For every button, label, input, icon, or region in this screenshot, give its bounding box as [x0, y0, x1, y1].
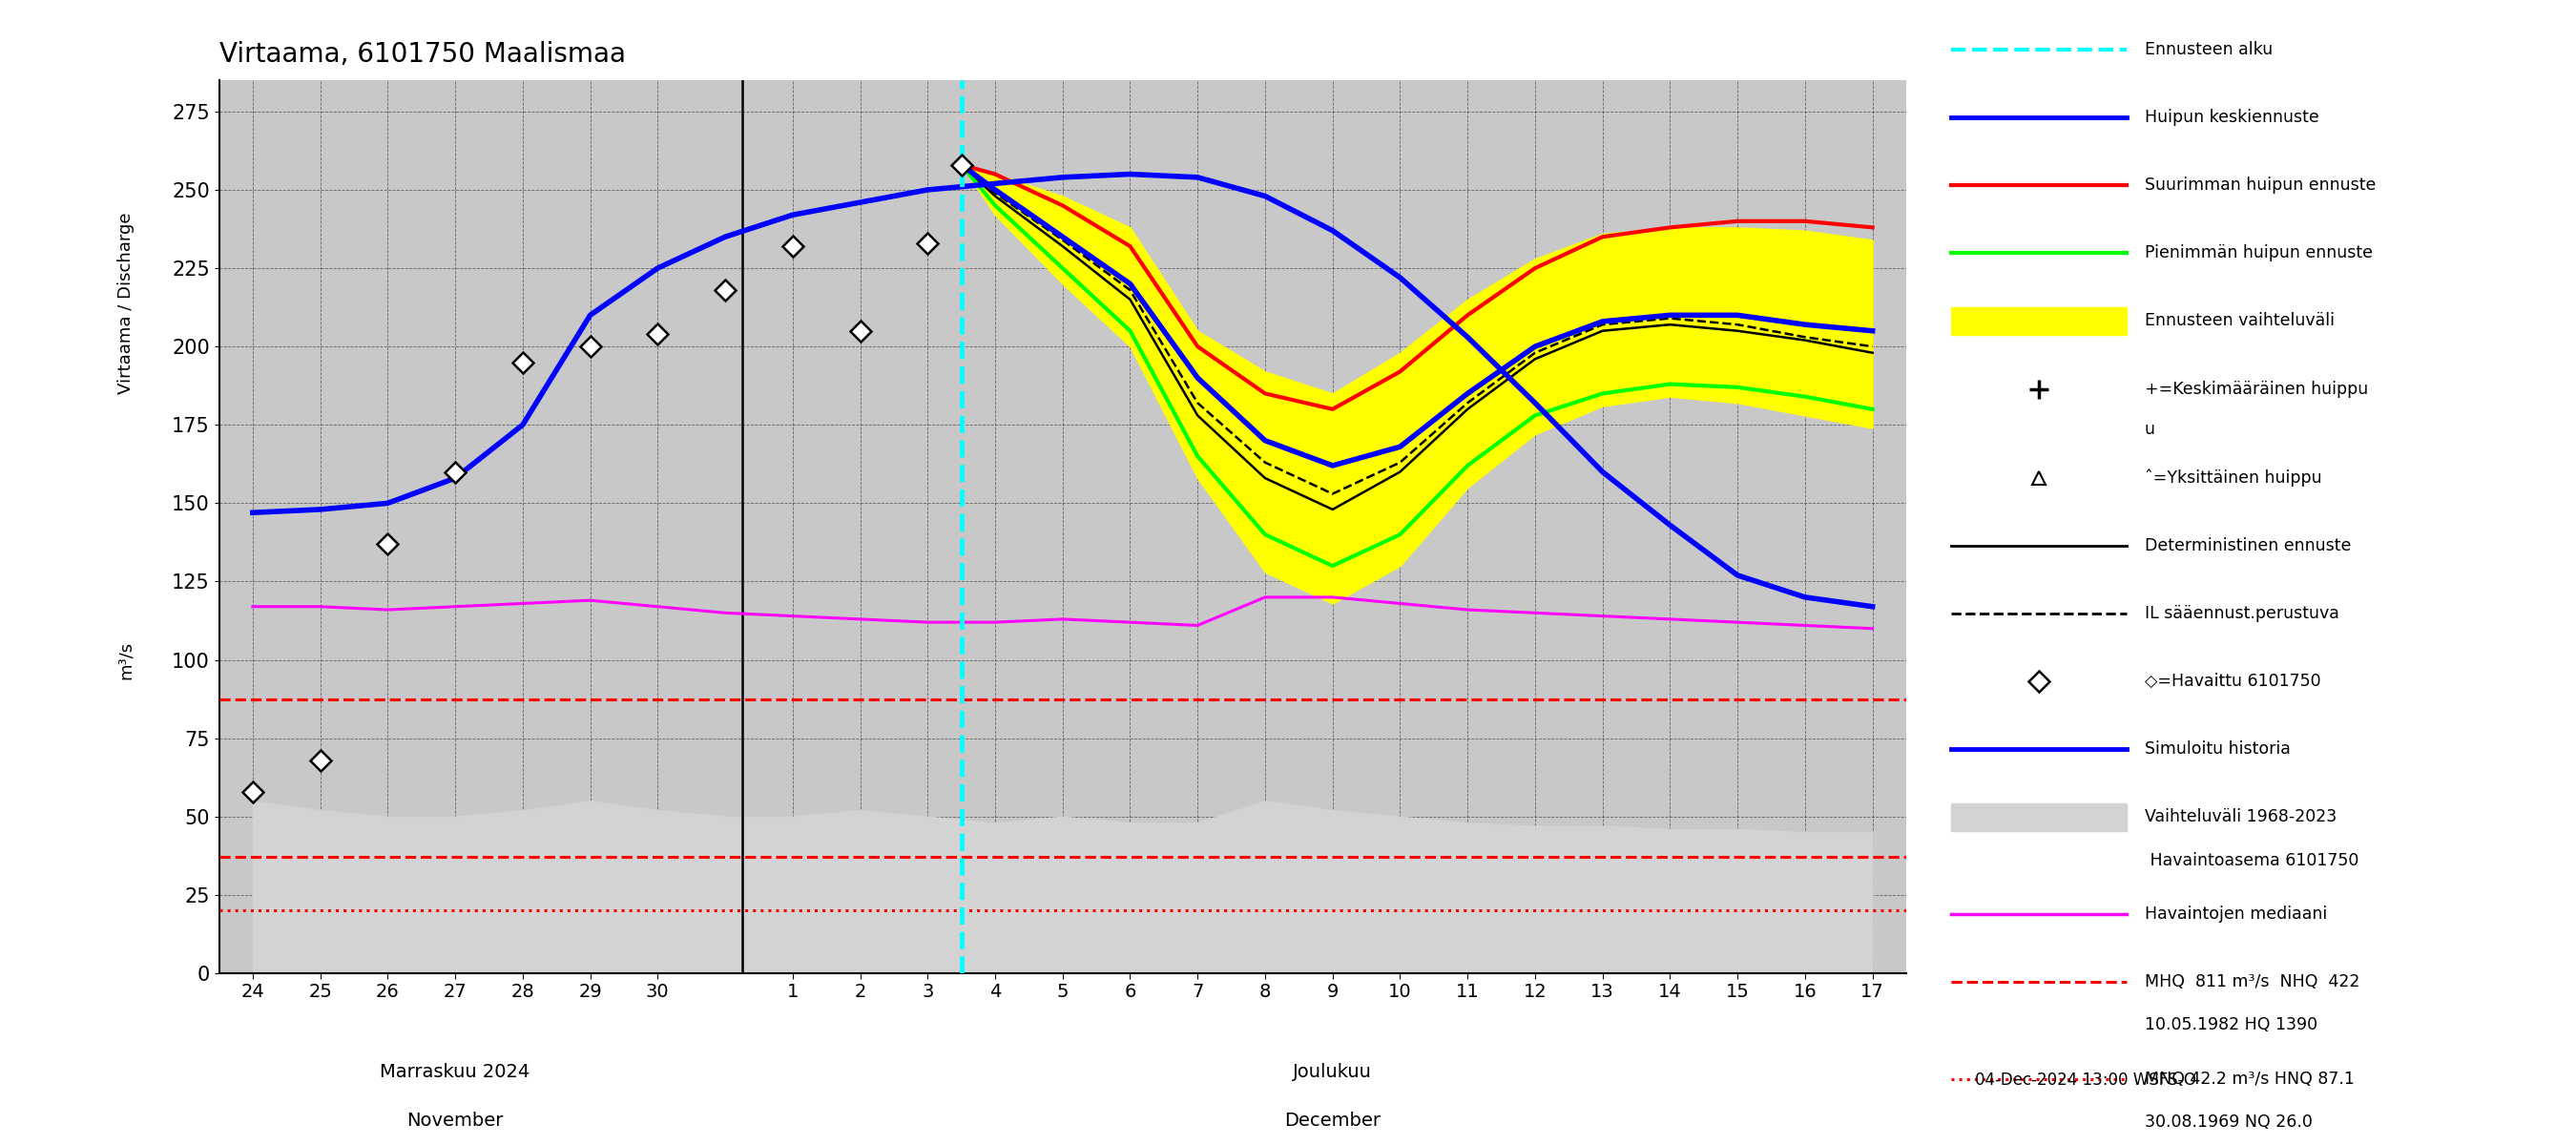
Text: 04-Dec-2024 13:00 WSFS-O: 04-Dec-2024 13:00 WSFS-O — [1976, 1072, 2197, 1089]
Text: Deterministinen ennuste: Deterministinen ennuste — [2146, 537, 2352, 554]
Text: Vaihteluväli 1968-2023: Vaihteluväli 1968-2023 — [2146, 808, 2336, 826]
Text: Joulukuu: Joulukuu — [1293, 1063, 1373, 1081]
Text: Suurimman huipun ennuste: Suurimman huipun ennuste — [2146, 176, 2375, 194]
Text: ˆ=Yksittäinen huippu: ˆ=Yksittäinen huippu — [2146, 469, 2321, 487]
Text: November: November — [407, 1112, 502, 1130]
Text: December: December — [1285, 1112, 1381, 1130]
Text: 10.05.1982 HQ 1390: 10.05.1982 HQ 1390 — [2146, 1017, 2318, 1034]
Bar — [1950, 804, 2125, 830]
Text: Marraskuu 2024: Marraskuu 2024 — [381, 1063, 531, 1081]
Text: Pienimmän huipun ennuste: Pienimmän huipun ennuste — [2146, 245, 2372, 262]
Text: Simuloitu historia: Simuloitu historia — [2146, 741, 2290, 758]
Text: +=Keskimääräinen huippu: +=Keskimääräinen huippu — [2146, 380, 2367, 397]
Text: MNQ 42.2 m³/s HNQ 87.1: MNQ 42.2 m³/s HNQ 87.1 — [2146, 1071, 2354, 1088]
Text: IL sääennust.perustuva: IL sääennust.perustuva — [2146, 606, 2339, 623]
Text: Havaintojen mediaani: Havaintojen mediaani — [2146, 906, 2326, 923]
Text: ◇=Havaittu 6101750: ◇=Havaittu 6101750 — [2146, 673, 2321, 690]
Text: Ennusteen alku: Ennusteen alku — [2146, 41, 2272, 58]
Text: Huipun keskiennuste: Huipun keskiennuste — [2146, 109, 2318, 126]
Text: MHQ  811 m³/s  NHQ  422: MHQ 811 m³/s NHQ 422 — [2146, 973, 2360, 990]
Text: Virtaama / Discharge: Virtaama / Discharge — [118, 213, 134, 394]
Text: Ennusteen vaihteluväli: Ennusteen vaihteluväli — [2146, 313, 2334, 330]
Text: Virtaama, 6101750 Maalismaa: Virtaama, 6101750 Maalismaa — [219, 40, 626, 68]
Text: m³/s: m³/s — [118, 641, 134, 680]
Bar — [1950, 308, 2125, 334]
Text: u: u — [2146, 421, 2156, 439]
Text: 30.08.1969 NQ 26.0: 30.08.1969 NQ 26.0 — [2146, 1113, 2313, 1130]
Text: Havaintoasema 6101750: Havaintoasema 6101750 — [2146, 852, 2360, 869]
